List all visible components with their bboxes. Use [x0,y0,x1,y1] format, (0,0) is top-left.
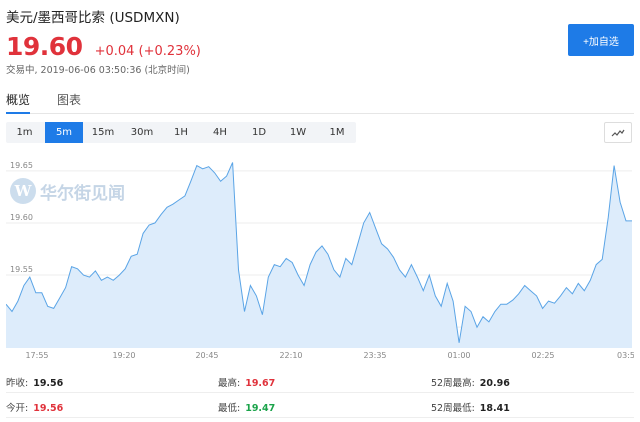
stat-prev-close: 昨收: 19.56 [6,375,63,389]
stat-low: 最低: 19.47 [218,400,275,414]
watermark-text: 华尔街见闻 [40,183,125,204]
interval-1mo[interactable]: 1M [329,127,345,138]
y-tick-label: 19.55 [10,265,33,274]
quote-header: 美元/墨西哥比索 (USDMXN) 19.60 +0.04 (+0.23%) 交… [6,4,634,88]
add-watchlist-button[interactable]: +加自选 [568,24,634,56]
interval-4h[interactable]: 4H [213,127,227,138]
x-tick-label: 01:00 [447,351,470,360]
quote-row: 19.60 +0.04 (+0.23%) [6,32,201,61]
price-change: +0.04 (+0.23%) [94,44,201,59]
stat-label: 52周最高: [431,378,475,389]
stat-value: 20.96 [479,378,510,389]
stat-label: 今开: [6,403,29,414]
x-tick-label: 20:45 [195,351,218,360]
stat-value: 19.47 [245,403,276,414]
stat-label: 最低: [218,403,241,414]
tab-overview[interactable]: 概览 [6,91,31,114]
x-tick-label: 03:5 [617,351,634,360]
stat-52w-low: 52周最低: 18.41 [431,400,510,414]
pair-name: 美元/墨西哥比索 (USDMXN) [6,10,180,26]
x-tick-label: 17:55 [25,351,48,360]
interval-1m[interactable]: 1m [16,127,33,138]
line-chart-icon [611,129,625,136]
tab-bar: 概览 图表 [6,88,634,114]
x-tick-label: 22:10 [279,351,302,360]
stats-panel: 昨收: 19.56 最高: 19.67 52周最高: 20.96 今开: 19.56 最… [6,370,634,420]
stat-value: 19.56 [33,403,64,414]
y-tick-label: 19.60 [10,213,33,222]
interval-5m[interactable]: 5m [45,122,83,143]
trade-status: 交易中, 2019-06-06 03:50:36 (北京时间) [6,65,190,76]
interval-30m[interactable]: 30m [130,127,154,138]
x-tick-label: 19:20 [112,351,135,360]
stat-open: 今开: 19.56 [6,400,63,414]
watermark: W 华尔街见闻 [10,178,125,204]
y-tick-label: 19.65 [10,161,33,170]
stat-label: 52周最低: [431,403,475,414]
tab-chart[interactable]: 图表 [57,93,82,107]
interval-1d[interactable]: 1D [251,127,267,138]
stat-value: 19.67 [245,378,276,389]
interval-selector: 1m 5m 15m 30m 1H 4H 1D 1W 1M [6,122,356,143]
stat-52w-high: 52周最高: 20.96 [431,375,510,389]
stat-high: 最高: 19.67 [218,375,275,389]
stat-value: 19.56 [33,378,64,389]
price-line [6,162,632,343]
chart-svg: 19.5019.5519.6019.6517:5519:2020:4522:10… [6,161,634,360]
stat-value: 18.41 [479,403,510,414]
interval-1h[interactable]: 1H [174,127,188,138]
chart-type-button[interactable] [604,122,632,143]
stat-label: 昨收: [6,378,29,389]
x-tick-label: 23:35 [363,351,386,360]
x-tick-label: 02:25 [531,351,554,360]
stats-row: 昨收: 19.56 最高: 19.67 52周最高: 20.96 [6,370,634,393]
watermark-logo: W [10,178,36,204]
price-area-fill [6,162,632,348]
interval-15m[interactable]: 15m [91,127,115,138]
price-chart[interactable]: 19.5019.5519.6019.6517:5519:2020:4522:10… [6,150,634,362]
stats-row: 今开: 19.56 最低: 19.47 52周最低: 18.41 [6,395,634,418]
current-price: 19.60 [6,32,83,61]
interval-1w[interactable]: 1W [289,127,307,138]
stat-label: 最高: [218,378,241,389]
